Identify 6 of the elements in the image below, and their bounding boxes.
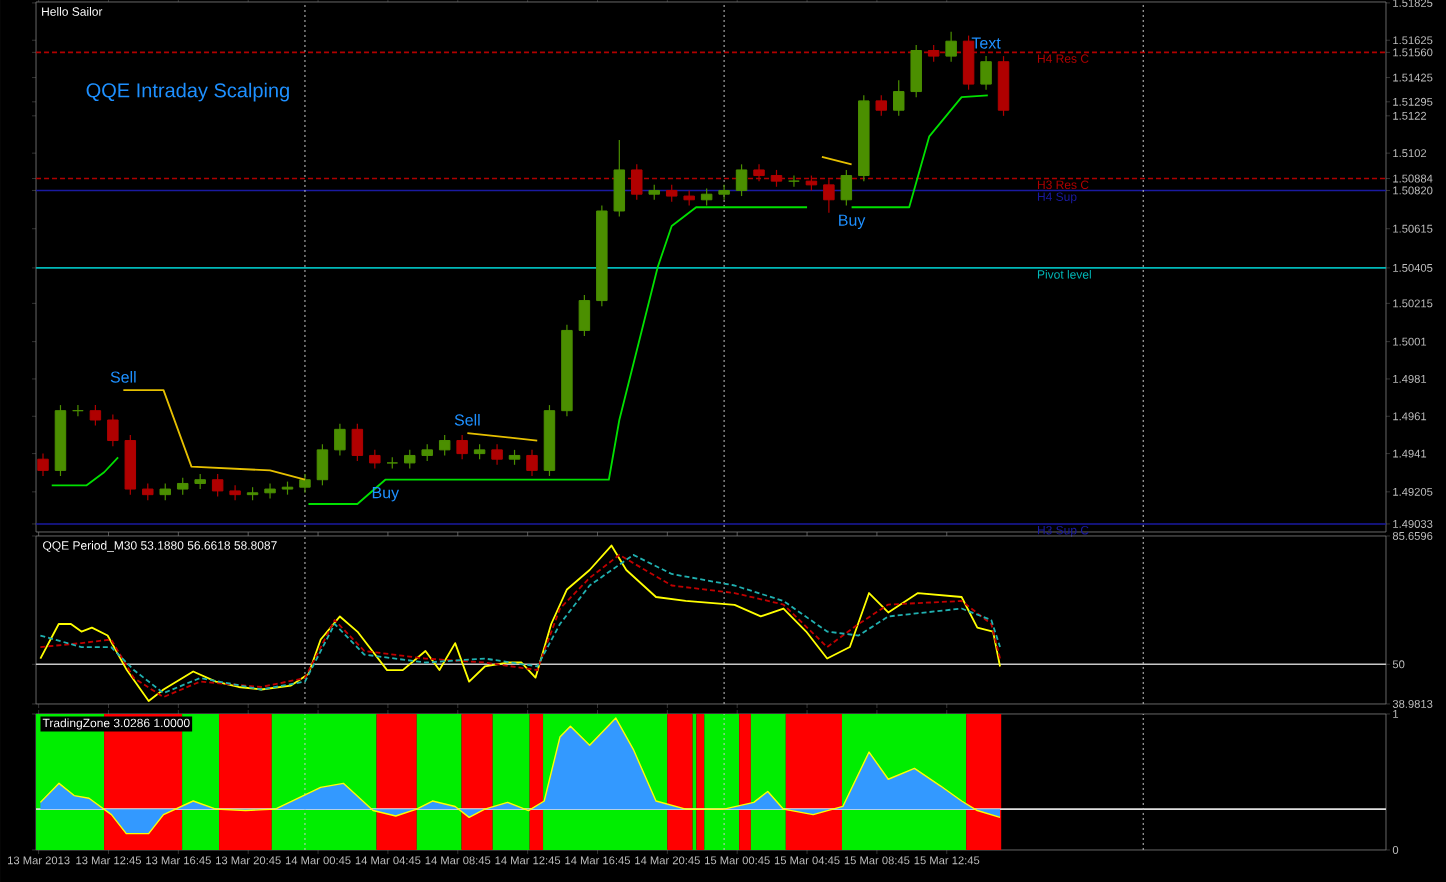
annotation: Sell (110, 370, 136, 383)
annotation: Buy (372, 487, 400, 502)
text: QQE Intraday Scalping (86, 82, 289, 102)
annotation: Sell (454, 413, 480, 426)
annotation: Buy (839, 214, 866, 229)
annotation: Text (971, 37, 1001, 49)
